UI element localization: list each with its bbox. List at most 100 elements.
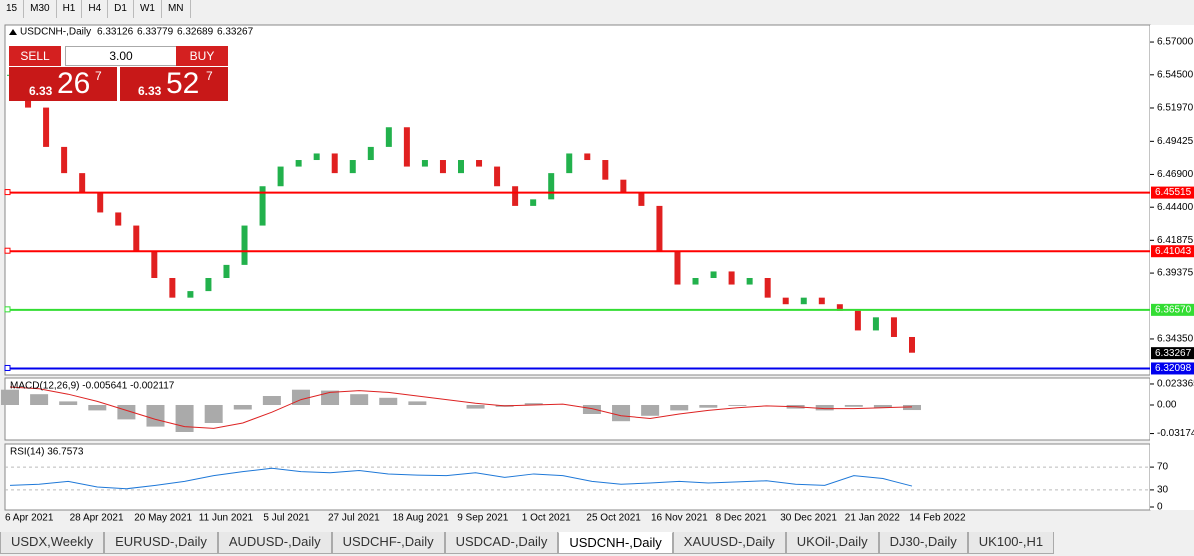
symbol-tab[interactable]: UKOil-,Daily <box>785 532 879 554</box>
candle <box>61 146 68 174</box>
timeframe-button[interactable]: M30 <box>24 0 57 18</box>
x-tick-label: 16 Nov 2021 <box>651 513 708 524</box>
price-big: 6.33 <box>29 84 53 98</box>
candle <box>349 160 356 174</box>
candle <box>782 297 789 305</box>
price-axis <box>1150 25 1194 510</box>
price-frac: 7 <box>95 69 102 83</box>
symbol-tab[interactable]: USDCAD-,Daily <box>444 532 559 554</box>
candle <box>836 304 843 311</box>
candle <box>746 277 753 285</box>
symbol-tab[interactable]: EURUSD-,Daily <box>104 532 218 554</box>
level-handle <box>4 364 11 371</box>
candle <box>97 192 104 213</box>
panel-title: MACD(12,26,9) -0.005641 -0.002117 <box>10 381 175 392</box>
candle <box>620 179 627 193</box>
symbol-tab[interactable]: DJ30-,Daily <box>878 532 968 554</box>
macd-bar <box>612 404 631 422</box>
y-tick-label: 6.39375 <box>1157 268 1194 279</box>
candle <box>169 277 176 298</box>
candle <box>476 160 483 167</box>
timeframe-button[interactable]: MN <box>162 0 191 18</box>
candle <box>494 166 501 187</box>
buy-price[interactable]: 6.33 52 7 <box>120 67 228 101</box>
ohlc-value: 6.33126 <box>97 27 134 38</box>
macd-bar <box>903 404 921 411</box>
symbol-tab[interactable]: AUDUSD-,Daily <box>217 532 332 554</box>
candle <box>133 225 140 252</box>
y-tick-label: 6.49425 <box>1157 136 1194 147</box>
y-tick-label: 30 <box>1157 485 1169 496</box>
candle <box>458 160 464 174</box>
symbol-tab[interactable]: UK100-,H1 <box>967 532 1055 554</box>
x-tick-label: 30 Dec 2021 <box>780 513 837 524</box>
ohlc-value: 6.33779 <box>137 27 174 38</box>
macd-bar <box>670 404 689 411</box>
symbol-tab[interactable]: USDX,Weekly <box>0 532 105 554</box>
price-pips: 52 <box>166 67 200 100</box>
candle <box>818 297 825 305</box>
candle <box>872 317 879 331</box>
macd-bar <box>321 390 340 405</box>
macd-bar <box>728 404 747 406</box>
macd-bar <box>233 404 252 410</box>
candle <box>151 251 158 278</box>
chart-window: USDCNH-,Daily 6.33126 6.33779 6.32689 6.3326… <box>1 24 1194 524</box>
y-tick-label: 6.44400 <box>1157 202 1194 213</box>
sell-button[interactable]: SELL <box>9 46 61 66</box>
x-tick-label: 11 Jun 2021 <box>199 513 254 524</box>
x-tick-label: 28 Apr 2021 <box>70 513 124 524</box>
timeframe-button[interactable]: W1 <box>134 0 162 18</box>
macd-bar <box>873 404 892 408</box>
buy-button[interactable]: BUY <box>176 46 228 66</box>
current-price-label: 6.33267 <box>1155 348 1192 359</box>
candle <box>710 271 717 278</box>
symbol-tab[interactable]: USDCHF-,Daily <box>331 532 445 554</box>
ohlc-value: 6.32689 <box>177 27 214 38</box>
y-tick-label: 6.51970 <box>1157 103 1194 114</box>
y-tick-label: 0 <box>1157 502 1163 513</box>
x-tick-label: 8 Dec 2021 <box>716 513 768 524</box>
y-tick-label: 6.34350 <box>1157 334 1194 345</box>
x-tick-label: 9 Sep 2021 <box>457 513 509 524</box>
candle <box>115 212 122 226</box>
candle <box>367 146 374 161</box>
candle <box>331 153 338 174</box>
macd-bar <box>30 394 49 405</box>
timeframe-button[interactable]: 15 <box>0 0 25 18</box>
symbol-tab[interactable]: USDCNH-,Daily <box>558 532 673 554</box>
price-pips: 26 <box>57 67 91 100</box>
x-tick-label: 6 Apr 2021 <box>5 513 54 524</box>
rsi-panel <box>4 443 1151 511</box>
level-handle <box>4 306 11 313</box>
macd-bar <box>204 404 223 423</box>
macd-bar <box>59 401 78 405</box>
x-tick-label: 21 Jan 2022 <box>845 513 900 524</box>
level-handle <box>4 247 11 254</box>
candle <box>764 277 771 298</box>
level-label: 6.45515 <box>1155 187 1192 198</box>
sell-price[interactable]: 6.33 26 7 <box>9 67 117 101</box>
macd-bar <box>1 389 19 405</box>
candle <box>385 127 392 147</box>
timeframe-button[interactable]: D1 <box>108 0 134 18</box>
macd-bar <box>262 395 281 405</box>
symbol-tab[interactable]: XAUUSD-,Daily <box>672 532 786 554</box>
candle <box>800 297 807 305</box>
symbol-marker <box>9 29 17 35</box>
timeframe-button[interactable]: H1 <box>57 0 83 18</box>
lot-input[interactable]: 3.00 <box>65 46 177 66</box>
candle <box>530 199 537 206</box>
candle <box>854 310 861 331</box>
level-label: 6.41043 <box>1155 246 1192 257</box>
candle <box>656 205 663 252</box>
symbol-tabs: USDX,Weekly EURUSD-,Daily AUDUSD-,Daily USD… <box>0 532 1055 554</box>
level-label: 6.36570 <box>1155 304 1192 315</box>
timeframe-button[interactable]: H4 <box>82 0 109 18</box>
candle <box>313 153 320 161</box>
y-tick-label: 70 <box>1157 462 1169 473</box>
candle <box>692 277 699 285</box>
candle <box>548 173 555 200</box>
candle <box>638 192 645 206</box>
macd-bar <box>524 403 543 405</box>
